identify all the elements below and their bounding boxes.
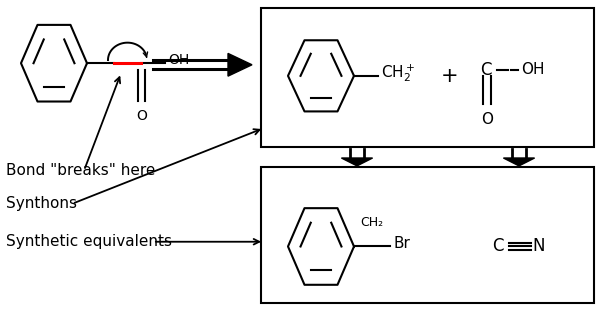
Polygon shape [341,158,373,166]
Polygon shape [503,158,535,166]
Text: Synthons: Synthons [6,196,77,211]
Text: Bond "breaks" here: Bond "breaks" here [6,163,155,178]
Text: OH: OH [168,53,189,67]
Text: CH₂: CH₂ [361,216,383,229]
Bar [261,8,594,147]
Text: O: O [481,112,493,127]
Text: N: N [532,238,545,255]
Polygon shape [228,53,252,76]
Text: C: C [492,238,504,255]
Bar [261,167,594,303]
Text: C: C [480,61,492,78]
Text: Br: Br [393,236,410,252]
Text: O: O [136,109,147,123]
Text: +: + [441,66,459,86]
Text: Synthetic equivalents: Synthetic equivalents [6,234,172,249]
Text: OH: OH [521,62,544,77]
Text: $\mathregular{CH_2^+}$: $\mathregular{CH_2^+}$ [381,62,415,83]
